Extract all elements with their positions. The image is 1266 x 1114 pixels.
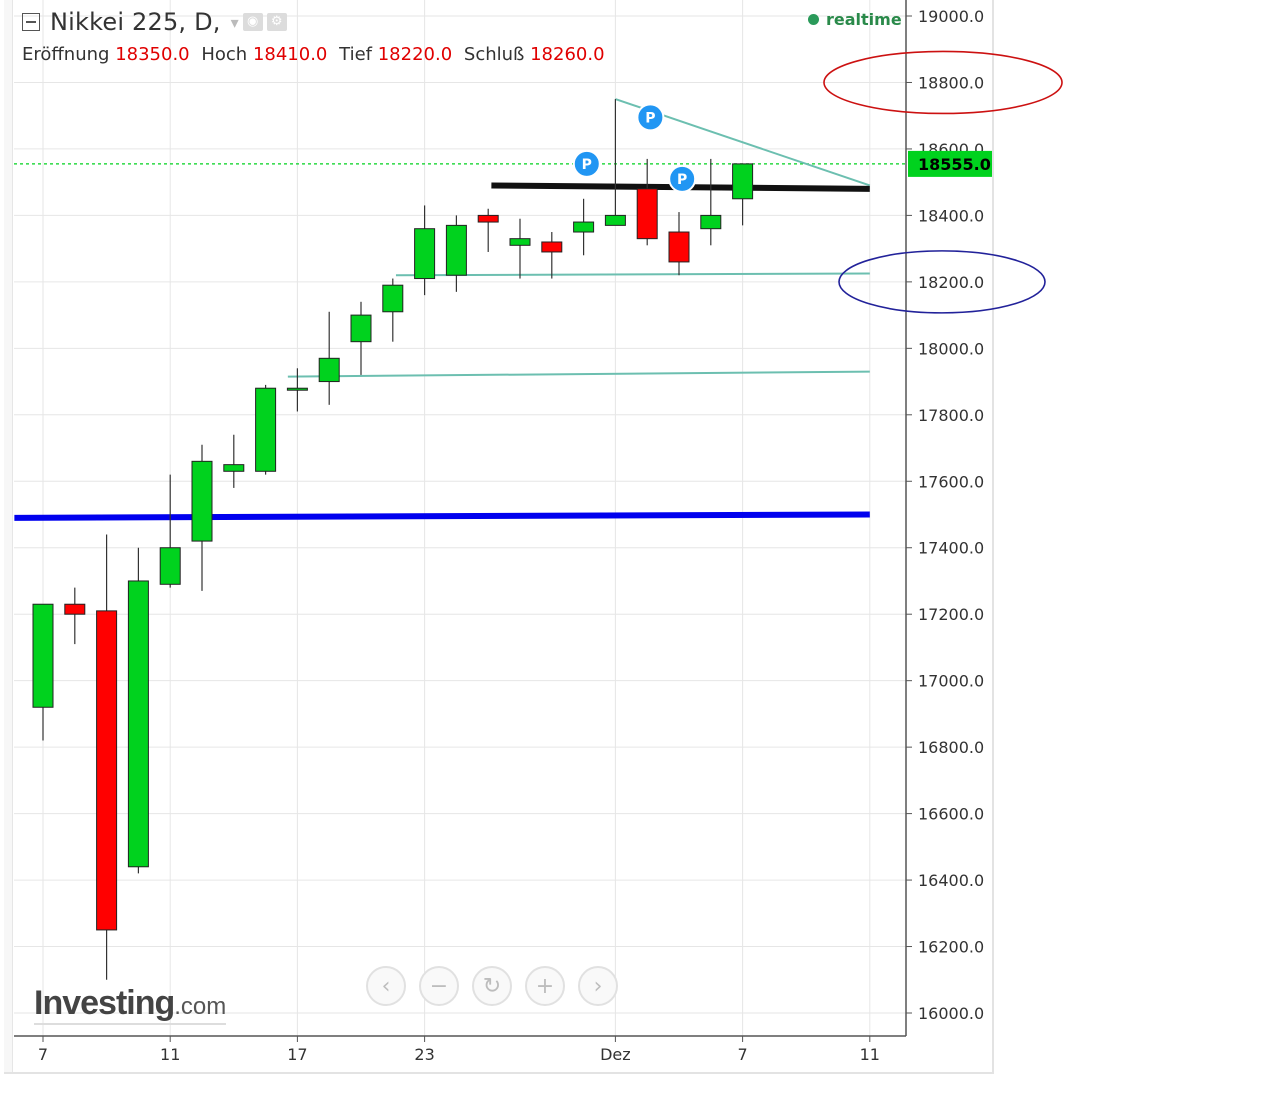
high-label: Hoch xyxy=(201,44,248,65)
candle-up xyxy=(159,547,181,585)
candle-up xyxy=(509,238,531,246)
candle-up xyxy=(255,387,277,472)
candle-up xyxy=(382,284,404,313)
realtime-indicator: realtime xyxy=(808,10,902,29)
collapse-icon[interactable] xyxy=(22,13,40,31)
pivot-marker xyxy=(668,164,697,193)
y-tick-label: 16400.0 xyxy=(918,871,984,890)
y-tick-label: 17000.0 xyxy=(918,672,984,691)
scroll-left-button[interactable]: ‹ xyxy=(366,966,406,1006)
chart-title: Nikkei 225, D, xyxy=(50,8,221,36)
candle-down xyxy=(668,231,690,263)
candle-down xyxy=(96,610,118,931)
reset-view-button[interactable]: ↻ xyxy=(472,966,512,1006)
close-value: 18260.0 xyxy=(530,44,605,65)
y-tick-label: 18200.0 xyxy=(918,273,984,292)
pivot-marker-label: P xyxy=(582,157,592,173)
logo-suffix: .com xyxy=(174,993,227,1020)
logo-main: Investing xyxy=(34,984,175,1022)
visibility-icon[interactable]: ◉ xyxy=(242,13,263,31)
candle-up xyxy=(127,580,149,868)
realtime-label: realtime xyxy=(826,10,902,29)
y-tick-label: 17400.0 xyxy=(918,539,984,558)
candle-down xyxy=(64,603,86,615)
y-tick-label: 16800.0 xyxy=(918,738,984,757)
y-tick-label: 16200.0 xyxy=(918,938,984,957)
y-tick-label: 16600.0 xyxy=(918,805,984,824)
open-label: Eröffnung xyxy=(22,44,110,65)
highlight-ellipse xyxy=(823,50,1063,115)
chart-frame xyxy=(4,0,994,1074)
candle-up xyxy=(573,221,595,233)
low-value: 18220.0 xyxy=(377,44,453,65)
open-value: 18350.0 xyxy=(115,44,190,65)
x-tick-label: 7 xyxy=(38,1045,48,1064)
blue-support-line xyxy=(14,511,870,521)
pivot-marker xyxy=(636,103,665,132)
candle-down xyxy=(477,214,499,223)
y-tick-label: 17200.0 xyxy=(918,605,984,624)
zoom-in-button[interactable]: + xyxy=(525,966,565,1006)
last-price-tag xyxy=(908,150,992,177)
last-price-label: 18555.0 xyxy=(918,155,991,174)
y-tick-label: 17800.0 xyxy=(918,406,984,425)
ohlc-readout: Eröffnung 18350.0 Hoch 18410.0 Tief 1822… xyxy=(22,44,611,65)
x-tick-label: 17 xyxy=(287,1045,307,1064)
candle-up xyxy=(350,314,372,343)
y-tick-label: 19000.0 xyxy=(918,7,984,26)
high-value: 18410.0 xyxy=(252,44,328,65)
candle-up xyxy=(223,464,245,472)
candle-up xyxy=(191,460,213,542)
chart-navigation: ‹ − ↻ + › xyxy=(366,966,618,1006)
pivot-marker xyxy=(572,149,601,178)
realtime-dot-icon xyxy=(808,14,819,25)
x-tick-label: Dez xyxy=(600,1045,631,1064)
x-tick-label: 7 xyxy=(738,1045,748,1064)
y-tick-label: 18800.0 xyxy=(918,73,984,92)
y-tick-label: 18000.0 xyxy=(918,339,984,358)
y-tick-label: 17600.0 xyxy=(918,472,984,491)
pivot-marker-label: P xyxy=(677,172,687,188)
left-edge-strip xyxy=(4,0,13,1072)
candle-down xyxy=(636,188,658,240)
support-line-17920 xyxy=(287,370,870,378)
candle-up xyxy=(732,163,754,200)
candle-up xyxy=(318,357,340,383)
candle-up xyxy=(414,228,436,280)
settings-gear-icon[interactable]: ⚙ xyxy=(266,13,287,31)
zoom-out-button[interactable]: − xyxy=(419,966,459,1006)
x-tick-label: 11 xyxy=(160,1045,180,1064)
candle-up xyxy=(604,214,626,226)
chart-header: Nikkei 225, D, ▾ ◉ ⚙ xyxy=(22,4,287,40)
pivot-marker-label: P xyxy=(645,110,655,126)
close-label: Schluß xyxy=(463,44,525,65)
dropdown-arrow-icon[interactable]: ▾ xyxy=(230,12,239,32)
candle-up xyxy=(445,224,467,276)
scroll-right-button[interactable]: › xyxy=(578,966,618,1006)
y-tick-label: 18400.0 xyxy=(918,206,984,225)
investing-logo: Investing.com xyxy=(34,984,227,1025)
x-tick-label: 11 xyxy=(860,1045,880,1064)
y-tick-label: 16000.0 xyxy=(918,1004,984,1023)
candle-up xyxy=(700,214,722,230)
candle-up xyxy=(32,603,54,708)
x-tick-label: 23 xyxy=(414,1045,434,1064)
low-label: Tief xyxy=(339,44,372,65)
highlight-ellipse xyxy=(838,250,1046,314)
candle-up xyxy=(286,387,308,391)
support-line-18220 xyxy=(395,272,870,277)
candle-down xyxy=(541,241,563,253)
